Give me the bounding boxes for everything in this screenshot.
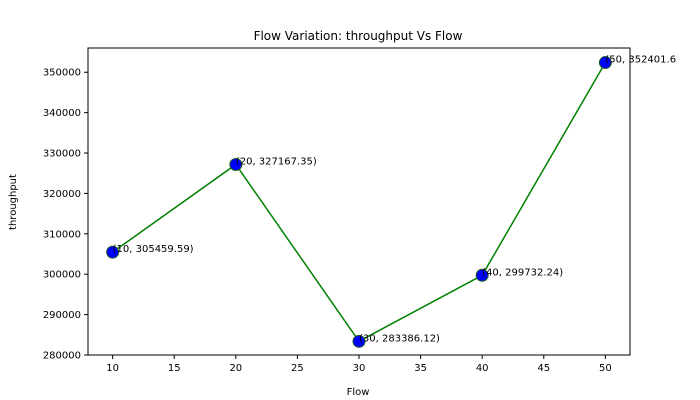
- data-point-marker: [106, 245, 120, 259]
- y-tick-label: 340000: [43, 108, 81, 119]
- x-tick-label: 15: [168, 363, 181, 374]
- x-axis-ticks: 10 15 20 25 30 35 40 45 50: [106, 355, 612, 374]
- y-tick-label: 330000: [43, 149, 81, 160]
- x-tick-label: 50: [599, 363, 612, 374]
- series-markers: [106, 56, 612, 348]
- x-tick-label: 40: [476, 363, 489, 374]
- data-labels: (10, 305459.59) (20, 327167.35) (30, 28338…: [113, 55, 676, 345]
- data-point-marker: [352, 334, 366, 348]
- x-tick-label: 30: [353, 363, 366, 374]
- x-tick-label: 35: [414, 363, 427, 374]
- data-point-marker: [598, 56, 612, 70]
- y-tick-label: 300000: [43, 270, 81, 281]
- plot-area-frame: [87, 47, 631, 356]
- x-tick-label: 25: [291, 363, 304, 374]
- data-point-label: (30, 283386.12): [359, 333, 440, 344]
- x-tick-label: 20: [229, 363, 242, 374]
- y-axis-ticks: 280000 290000 300000 310000 320000 330000 3400…: [43, 68, 88, 362]
- y-axis-label: throughput: [8, 174, 19, 230]
- y-tick-label: 350000: [43, 68, 81, 79]
- x-tick-label: 10: [106, 363, 119, 374]
- y-tick-label: 290000: [43, 310, 81, 321]
- data-point-label: (20, 327167.35): [236, 156, 317, 167]
- y-tick-label: 310000: [43, 229, 81, 240]
- data-point-label: (40, 299732.24): [482, 267, 563, 278]
- chart-title: Flow Variation: throughput Vs Flow: [254, 29, 463, 43]
- data-point-label: (50, 352401.6: [605, 55, 676, 66]
- data-point-marker: [475, 268, 489, 282]
- x-tick-label: 45: [537, 363, 550, 374]
- data-point-marker: [229, 157, 243, 171]
- y-tick-label: 280000: [43, 351, 81, 362]
- y-tick-label: 320000: [43, 189, 81, 200]
- data-point-label: (10, 305459.59): [113, 244, 194, 255]
- x-axis-label: Flow: [347, 387, 370, 398]
